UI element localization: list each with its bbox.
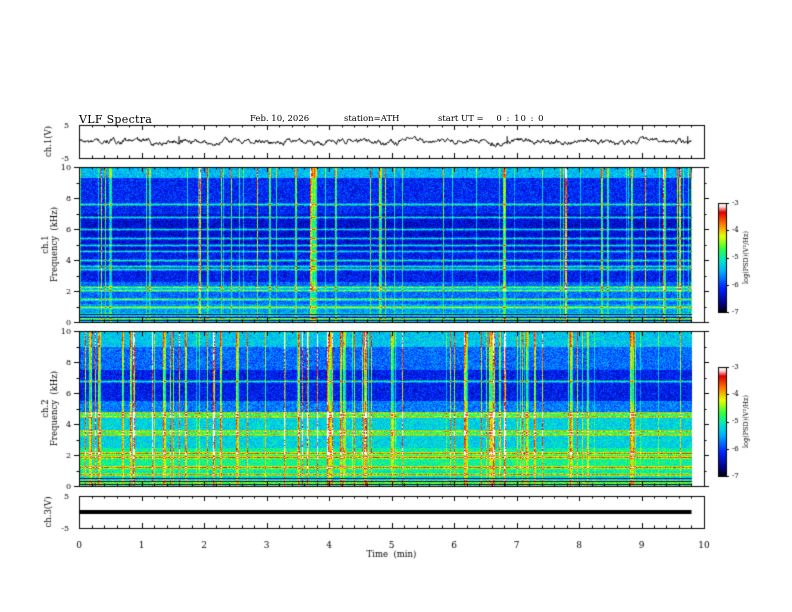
start-time-value: 0 : 10 : 0 xyxy=(496,114,545,124)
figure-title: VLF Spectra xyxy=(79,113,153,126)
station-label: station=ATH xyxy=(344,114,400,124)
date-label: Feb. 10, 2026 xyxy=(250,114,310,124)
start-time-prefix: start UT = xyxy=(438,114,484,124)
start-time-label: start UT = 0 : 10 : 0 xyxy=(438,114,545,124)
